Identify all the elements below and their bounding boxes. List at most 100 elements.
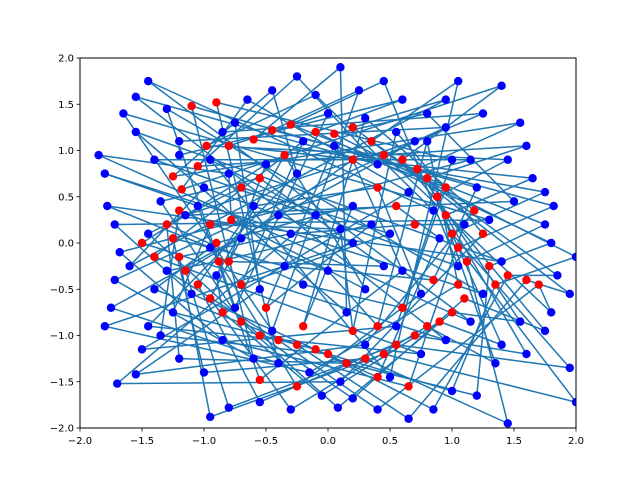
blue-point xyxy=(472,391,481,400)
connector-line xyxy=(457,205,554,249)
blue-point xyxy=(156,331,165,340)
connector-line xyxy=(147,173,298,327)
y-tick-label: −1.0 xyxy=(50,331,74,342)
blue-point xyxy=(268,326,277,336)
blue-point xyxy=(423,137,432,146)
connector-line xyxy=(265,223,372,309)
x-tick-label: 1.0 xyxy=(444,436,460,447)
blue-point xyxy=(299,137,308,146)
red-point xyxy=(379,150,388,160)
blue-point xyxy=(199,183,209,192)
connector-line xyxy=(166,224,180,359)
blue-point xyxy=(261,160,271,169)
blue-point xyxy=(540,326,550,336)
blue-point xyxy=(336,377,345,386)
blue-point xyxy=(429,206,438,215)
red-point xyxy=(348,123,357,132)
red-point xyxy=(162,220,171,229)
connector-line xyxy=(416,122,521,170)
connector-line xyxy=(414,334,527,355)
blue-point xyxy=(224,169,233,178)
y-tick-label: 0.5 xyxy=(58,192,74,203)
red-point xyxy=(398,303,407,312)
red-point xyxy=(206,220,215,229)
connector-line xyxy=(147,80,472,323)
connector-line xyxy=(364,117,475,212)
blue-point xyxy=(516,118,525,127)
connector-line xyxy=(181,99,249,190)
blue-point xyxy=(410,137,419,146)
blue-point xyxy=(110,275,119,285)
blue-point xyxy=(113,379,122,388)
connector-line xyxy=(426,145,527,179)
blue-point xyxy=(553,271,562,280)
blue-point xyxy=(286,229,295,238)
connector-line xyxy=(141,191,409,351)
connector-line xyxy=(495,256,576,286)
connector-line xyxy=(153,140,304,258)
red-point xyxy=(292,340,302,349)
blue-point xyxy=(379,76,388,86)
connector-line xyxy=(209,159,391,378)
connector-line xyxy=(464,297,546,332)
blue-point xyxy=(497,81,506,90)
blue-point xyxy=(503,419,512,428)
blue-point xyxy=(528,174,537,183)
y-tick-label: −1.5 xyxy=(50,377,74,388)
red-point xyxy=(423,174,432,183)
blue-point xyxy=(144,229,153,238)
red-point xyxy=(227,215,236,225)
blue-point xyxy=(571,252,576,262)
red-point xyxy=(348,326,357,336)
connector-line xyxy=(407,224,466,387)
red-point xyxy=(168,234,178,243)
red-point xyxy=(206,294,215,303)
blue-point xyxy=(333,403,343,412)
blue-point xyxy=(454,261,463,271)
blue-point xyxy=(249,354,258,363)
connector-line xyxy=(259,270,403,381)
blue-point xyxy=(441,95,450,104)
red-point xyxy=(432,192,442,201)
y-tick-label: −0.5 xyxy=(50,285,74,296)
red-point xyxy=(218,308,227,317)
connector-line xyxy=(271,90,360,332)
blue-point xyxy=(361,113,370,123)
red-point xyxy=(212,238,221,248)
red-point xyxy=(193,280,202,289)
red-point xyxy=(137,238,147,248)
blue-point xyxy=(299,280,308,289)
red-point xyxy=(441,211,450,220)
connector-line xyxy=(185,140,416,216)
connector-line xyxy=(228,260,384,267)
red-point xyxy=(470,206,479,215)
red-point xyxy=(410,220,419,229)
blue-point xyxy=(175,354,184,363)
connector-line xyxy=(116,214,317,385)
red-point xyxy=(224,141,233,151)
red-point xyxy=(212,98,221,107)
blue-point xyxy=(373,160,382,169)
connector-line xyxy=(123,112,490,221)
red-point xyxy=(330,129,339,139)
connector-line xyxy=(436,159,509,198)
red-point xyxy=(286,120,295,129)
connector-line xyxy=(179,357,347,364)
red-point xyxy=(522,275,531,285)
connector-line xyxy=(290,223,415,235)
blue-point xyxy=(565,363,574,373)
blue-point xyxy=(367,220,376,229)
red-point xyxy=(214,257,224,266)
blue-point xyxy=(522,349,531,359)
blue-point xyxy=(522,141,531,151)
red-point xyxy=(311,345,320,354)
connector-line xyxy=(230,219,366,290)
blue-point xyxy=(280,261,289,271)
connector-line xyxy=(129,98,447,267)
blue-point xyxy=(336,63,345,72)
red-point xyxy=(274,335,283,345)
red-point xyxy=(311,127,320,137)
connector-line xyxy=(172,224,211,313)
blue-point xyxy=(348,201,357,211)
connector-line xyxy=(277,339,379,411)
